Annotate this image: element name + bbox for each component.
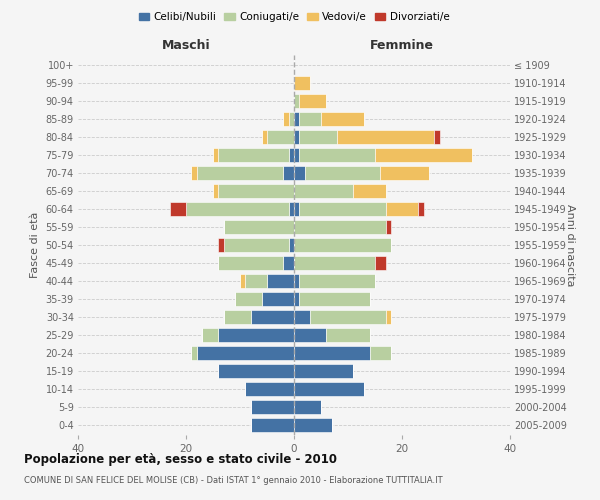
Bar [197,346,294,360]
Bar [299,112,321,126]
Bar [218,184,294,198]
Bar [294,310,310,324]
Bar [191,166,197,180]
Bar [218,364,294,378]
Bar [294,148,299,162]
Bar [375,148,472,162]
Bar [289,148,294,162]
Bar [294,364,353,378]
Text: COMUNE DI SAN FELICE DEL MOLISE (CB) - Dati ISTAT 1° gennaio 2010 - Elaborazione: COMUNE DI SAN FELICE DEL MOLISE (CB) - D… [24,476,443,485]
Bar [191,346,197,360]
Text: Popolazione per età, sesso e stato civile - 2010: Popolazione per età, sesso e stato civil… [24,452,337,466]
Bar [218,238,224,252]
Bar [218,328,294,342]
Bar [267,274,294,288]
Bar [294,328,326,342]
Bar [294,256,375,270]
Bar [299,274,375,288]
Bar [294,220,386,234]
Bar [299,94,326,108]
Bar [240,274,245,288]
Bar [224,310,251,324]
Bar [251,418,294,432]
Legend: Celibi/Nubili, Coniugati/e, Vedovi/e, Divorziati/e: Celibi/Nubili, Coniugati/e, Vedovi/e, Di… [134,8,454,26]
Bar [337,130,434,144]
Bar [299,148,375,162]
Bar [289,202,294,216]
Bar [294,184,353,198]
Bar [245,382,294,396]
Bar [202,328,218,342]
Bar [294,130,299,144]
Bar [170,202,186,216]
Bar [235,292,262,306]
Bar [186,202,289,216]
Bar [294,238,391,252]
Bar [197,166,283,180]
Bar [310,310,386,324]
Bar [218,148,289,162]
Bar [283,256,294,270]
Bar [262,130,267,144]
Bar [380,166,429,180]
Bar [294,418,332,432]
Y-axis label: Fasce di età: Fasce di età [30,212,40,278]
Bar [251,310,294,324]
Bar [353,184,386,198]
Bar [386,220,391,234]
Bar [294,274,299,288]
Bar [213,148,218,162]
Bar [294,202,299,216]
Bar [283,166,294,180]
Bar [251,400,294,414]
Bar [294,112,299,126]
Bar [386,202,418,216]
Bar [294,346,370,360]
Bar [245,274,267,288]
Bar [375,256,386,270]
Bar [299,202,386,216]
Bar [224,238,289,252]
Bar [321,112,364,126]
Bar [283,112,289,126]
Bar [326,328,370,342]
Text: Maschi: Maschi [161,40,211,52]
Y-axis label: Anni di nascita: Anni di nascita [565,204,575,286]
Bar [262,292,294,306]
Bar [305,166,380,180]
Text: Femmine: Femmine [370,40,434,52]
Bar [289,112,294,126]
Bar [299,292,370,306]
Bar [386,310,391,324]
Bar [299,130,337,144]
Bar [218,256,283,270]
Bar [289,238,294,252]
Bar [294,166,305,180]
Bar [294,400,321,414]
Bar [267,130,294,144]
Bar [213,184,218,198]
Bar [418,202,424,216]
Bar [294,292,299,306]
Bar [294,94,299,108]
Bar [370,346,391,360]
Bar [224,220,294,234]
Bar [294,76,310,90]
Bar [294,382,364,396]
Bar [434,130,440,144]
